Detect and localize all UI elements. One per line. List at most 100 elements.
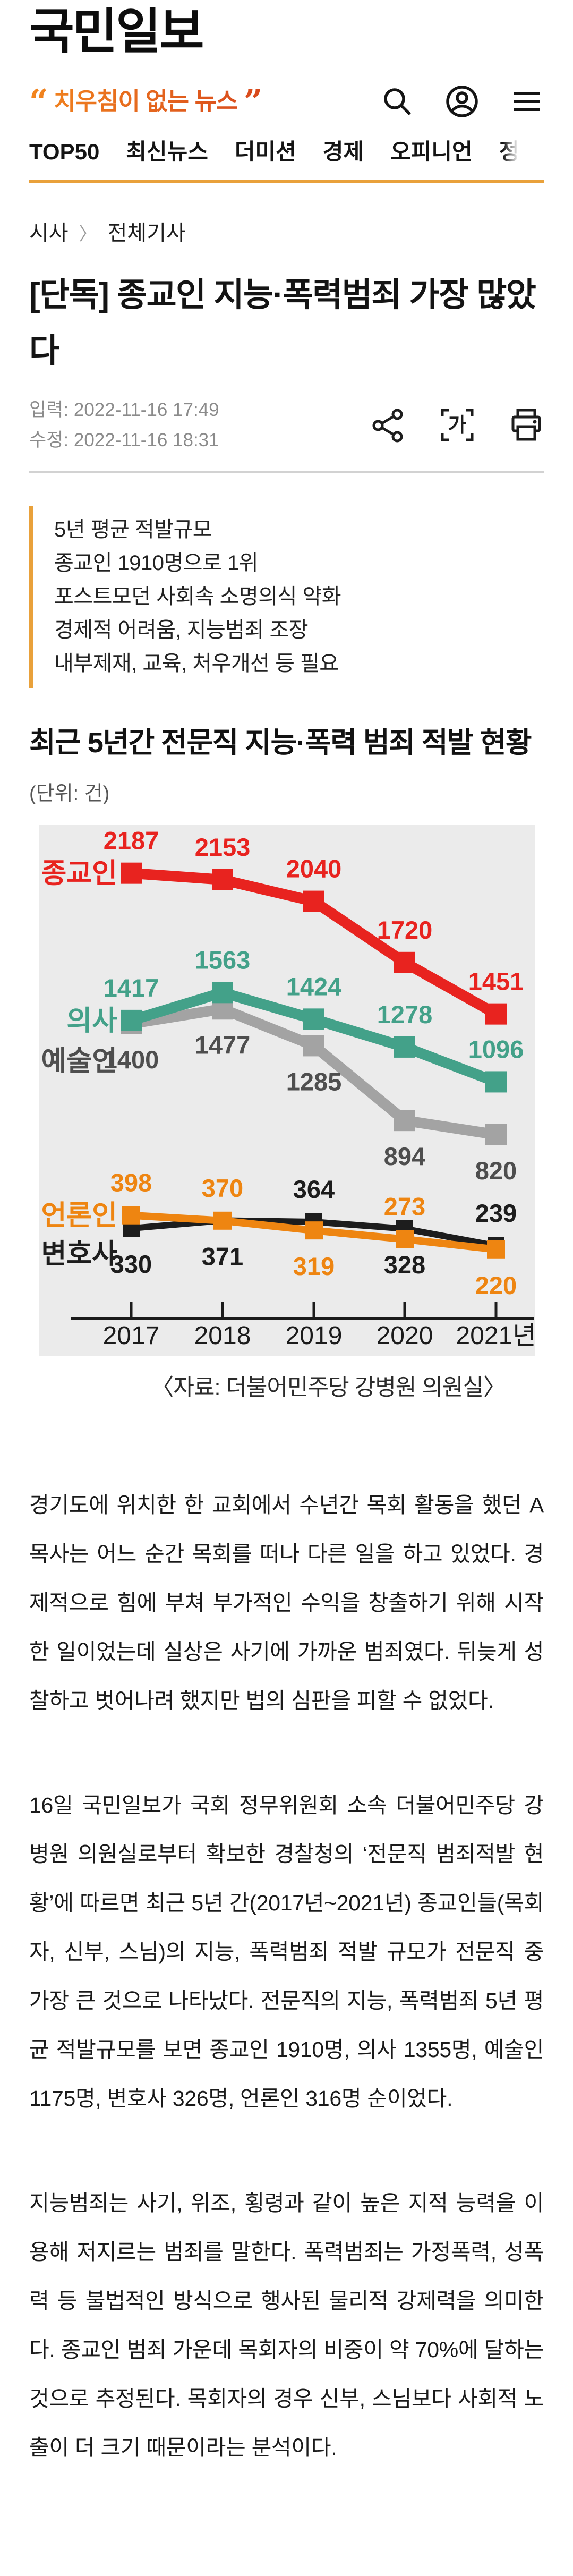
article-body: 경기도에 위치한 한 교회에서 수년간 목회 활동을 했던 A목사는 어느 순간…	[29, 1481, 544, 2472]
data-label-언론인: 273	[384, 1193, 425, 1221]
share-icon[interactable]	[371, 407, 406, 443]
brand-slogan: “ 치우침이 없는 뉴스 ”	[29, 82, 262, 121]
series-marker-종교인	[212, 869, 233, 890]
brand-slogan-text: 치우침이 없는 뉴스	[47, 88, 244, 115]
data-label-변호사: 364	[293, 1175, 335, 1203]
profile-icon[interactable]	[445, 84, 479, 118]
data-label-예술인: 894	[384, 1142, 425, 1170]
body-paragraph: 16일 국민일보가 국회 정무위원회 소속 더불어민주당 강병원 의원실로부터 …	[29, 1793, 544, 2111]
data-label-변호사: 328	[384, 1251, 425, 1279]
series-marker-종교인	[121, 862, 142, 884]
published-date: 입력: 2022-11-16 17:49	[29, 399, 219, 420]
data-label-의사: 1096	[468, 1035, 524, 1063]
data-label-종교인: 1720	[377, 916, 433, 944]
meta-row: 입력: 2022-11-16 17:49 수정: 2022-11-16 18:3…	[29, 395, 544, 455]
nav-item-최신뉴스[interactable]: 최신뉴스	[126, 140, 208, 164]
data-label-의사: 1563	[195, 946, 251, 974]
data-label-변호사: 371	[202, 1242, 243, 1270]
site-header: 국민일보 “ 치우침이 없는 뉴스 ” T	[0, 0, 573, 183]
breadcrumb-section[interactable]: 시사	[29, 222, 69, 245]
article-actions: 가	[371, 407, 544, 443]
data-label-의사: 1278	[377, 1000, 433, 1028]
data-label-종교인: 2153	[195, 833, 251, 861]
nav-item-더미션[interactable]: 더미션	[234, 140, 296, 164]
data-label-변호사: 239	[475, 1199, 517, 1227]
x-axis-label: 2021년	[456, 1322, 535, 1350]
svg-text:가: 가	[448, 414, 467, 437]
data-label-종교인: 1451	[468, 967, 524, 996]
series-marker-언론인	[305, 1221, 323, 1240]
series-marker-언론인	[487, 1240, 505, 1259]
article-dates: 입력: 2022-11-16 17:49 수정: 2022-11-16 18:3…	[29, 395, 219, 455]
series-marker-의사	[394, 1036, 415, 1058]
breadcrumb-separator-icon: 〉	[79, 224, 97, 244]
data-label-예술인: 820	[475, 1157, 517, 1185]
slogan-row: “ 치우침이 없는 뉴스 ”	[29, 82, 544, 121]
updated-date: 수정: 2022-11-16 18:31	[29, 430, 219, 450]
nav-accent-line	[29, 180, 544, 183]
data-label-예술인: 1477	[195, 1031, 251, 1059]
page-title: [단독] 종교인 지능·폭력범죄 가장 많았다	[29, 277, 536, 369]
series-marker-예술인	[303, 1035, 324, 1057]
brand-logo[interactable]: 국민일보	[29, 5, 204, 59]
data-label-변호사: 330	[110, 1250, 152, 1278]
series-name-종교인: 종교인	[41, 858, 117, 889]
summary-line: 종교인 1910명으로 1위	[54, 551, 259, 575]
nav-item-TOP50[interactable]: TOP50	[29, 140, 100, 164]
nav-item-오피니언[interactable]: 오피니언	[390, 140, 473, 164]
series-name-의사: 의사	[66, 1006, 117, 1036]
x-axis-label: 2020	[377, 1322, 433, 1350]
body-paragraph: 경기도에 위치한 한 교회에서 수년간 목회 활동을 했던 A목사는 어느 순간…	[29, 1493, 544, 1713]
series-name-예술인: 예술인	[41, 1046, 117, 1077]
series-marker-예술인	[485, 1124, 507, 1145]
x-axis-label: 2018	[194, 1322, 251, 1350]
series-marker-종교인	[303, 890, 324, 912]
series-marker-언론인	[396, 1230, 414, 1248]
close-quote-icon: ”	[243, 82, 262, 121]
chart-section: 최근 5년간 전문직 지능·폭력 범죄 적발 현황 (단위: 건) 2017 20…	[29, 719, 544, 1402]
series-marker-의사	[121, 1009, 142, 1031]
font-size-icon[interactable]: 가	[440, 407, 475, 443]
summary-line: 5년 평균 적발규모	[54, 518, 212, 541]
data-label-언론인: 220	[475, 1271, 517, 1299]
x-axis-label: 2019	[286, 1322, 343, 1350]
data-label-의사: 1417	[104, 974, 159, 1002]
breadcrumb: 시사 〉 전체기사	[29, 220, 544, 247]
header-icons	[380, 84, 544, 118]
series-name-언론인: 언론인	[41, 1201, 117, 1231]
data-label-언론인: 398	[110, 1169, 152, 1197]
summary-line: 경제적 어려움, 지능범죄 조장	[54, 618, 309, 642]
open-quote-icon: “	[29, 82, 48, 121]
breadcrumb-page[interactable]: 전체기사	[107, 222, 186, 245]
chart-unit-label: (단위: 건)	[29, 783, 110, 805]
data-label-의사: 1424	[286, 972, 342, 1000]
series-marker-의사	[485, 1071, 507, 1093]
data-label-종교인: 2187	[104, 827, 159, 855]
series-marker-종교인	[394, 951, 415, 973]
menu-icon[interactable]	[510, 84, 544, 118]
crime-line-chart: 2017 2018 2019 2020 2021년 1400 1477 1285 894 820 예…	[39, 825, 535, 1356]
content-divider	[29, 471, 544, 473]
article-main: 시사 〉 전체기사 [단독] 종교인 지능·폭력범죄 가장 많았다 입력: 2022…	[0, 220, 573, 2472]
data-label-예술인: 1400	[104, 1045, 159, 1074]
chart-title: 최근 5년간 전문직 지능·폭력 범죄 적발 현황 (단위: 건)	[29, 719, 544, 818]
data-label-예술인: 1285	[286, 1067, 342, 1095]
series-marker-의사	[212, 982, 233, 1004]
primary-nav: TOP50 최신뉴스 더미션 경제 오피니언 정	[29, 140, 544, 164]
print-icon[interactable]	[509, 407, 544, 443]
chart-background	[39, 825, 535, 1356]
search-icon[interactable]	[380, 84, 414, 118]
summary-line: 내부제재, 교육, 처우개선 등 필요	[54, 652, 339, 675]
chart-title-text: 최근 5년간 전문직 지능·폭력 범죄 적발 현황	[29, 727, 532, 759]
data-label-언론인: 319	[293, 1252, 335, 1280]
series-marker-언론인	[213, 1211, 232, 1230]
nav-item-경제[interactable]: 경제	[322, 140, 364, 164]
series-marker-의사	[303, 1008, 324, 1030]
data-label-언론인: 370	[202, 1174, 243, 1202]
nav-item-정[interactable]: 정	[499, 140, 520, 164]
summary-box: 5년 평균 적발규모 종교인 1910명으로 1위 포스트모던 사회속 소명의식 약…	[29, 506, 544, 688]
series-marker-예술인	[394, 1110, 415, 1132]
x-axis-label: 2017	[103, 1322, 160, 1350]
chart-source: 〈자료: 더불어민주당 강병원 의원실〉	[151, 1375, 506, 1400]
